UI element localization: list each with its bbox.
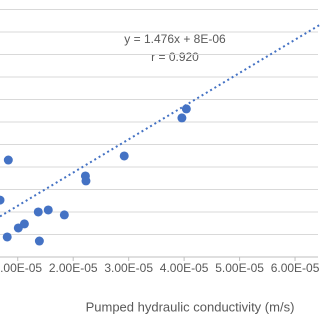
point (2, 232, 12, 242)
point (19, 219, 29, 229)
point (81, 176, 91, 186)
point (119, 151, 129, 161)
point (34, 236, 44, 246)
point (43, 205, 53, 215)
point (3, 155, 13, 165)
point (181, 104, 191, 114)
point (0, 195, 5, 205)
trendline (0, 23, 320, 218)
x-tick-label: 6.00E-05 (271, 261, 320, 275)
point (177, 113, 187, 123)
x-tick-label: 1.00E-05 (0, 261, 42, 275)
x-tick-label: 4.00E-05 (160, 261, 209, 275)
point (33, 207, 43, 217)
x-tick-label: 2.00E-05 (49, 261, 98, 275)
x-axis-title: Pumped hydraulic conductivity (m/s) (86, 299, 295, 314)
x-tick-label: 3.00E-05 (104, 261, 153, 275)
point (59, 210, 69, 220)
x-tick-label: 5.00E-05 (215, 261, 264, 275)
equation: y = 1.476x + 8E-06 (124, 32, 226, 46)
r-value: r = 0.920 (151, 50, 199, 64)
